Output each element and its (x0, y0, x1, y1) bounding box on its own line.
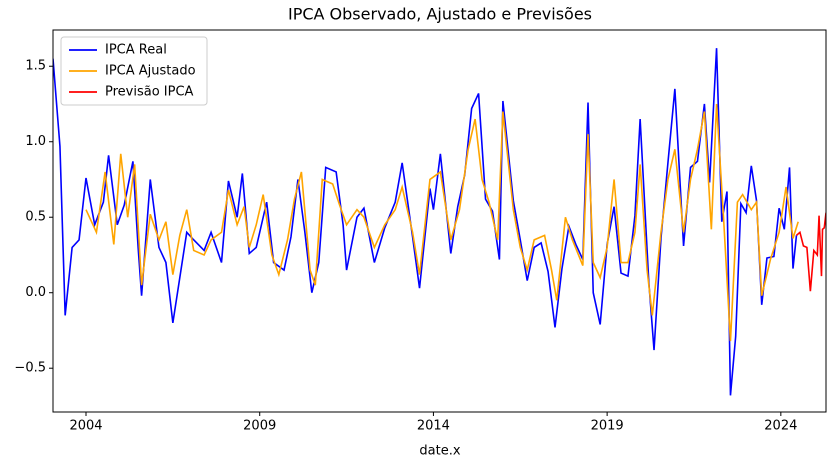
y-tick-label: 1.5 (25, 59, 46, 74)
x-tick-label: 2009 (243, 419, 276, 434)
x-tick-label: 2019 (591, 419, 624, 434)
x-tick-label: 2004 (69, 419, 102, 434)
x-tick-label: 2024 (764, 419, 797, 434)
chart-title: IPCA Observado, Ajustado e Previsões (288, 5, 592, 24)
legend-box (60, 36, 208, 106)
legend: IPCA Real IPCA Ajustado Previsão IPCA (60, 36, 208, 106)
legend-label: IPCA Ajustado (105, 64, 196, 79)
line (85, 103, 799, 342)
plot-frame (52, 29, 827, 413)
legend-label: IPCA Real (105, 43, 167, 58)
line (795, 212, 826, 292)
y-tick-label: −0.5 (14, 361, 46, 376)
x-tick-label: 2014 (417, 419, 450, 434)
y-tick-label: 1.0 (25, 134, 46, 149)
y-tick-label: 0.0 (25, 285, 46, 300)
x-axis-label: date.x (419, 444, 460, 459)
legend-label: Previsão IPCA (105, 85, 194, 100)
y-tick-label: 0.5 (25, 210, 46, 225)
